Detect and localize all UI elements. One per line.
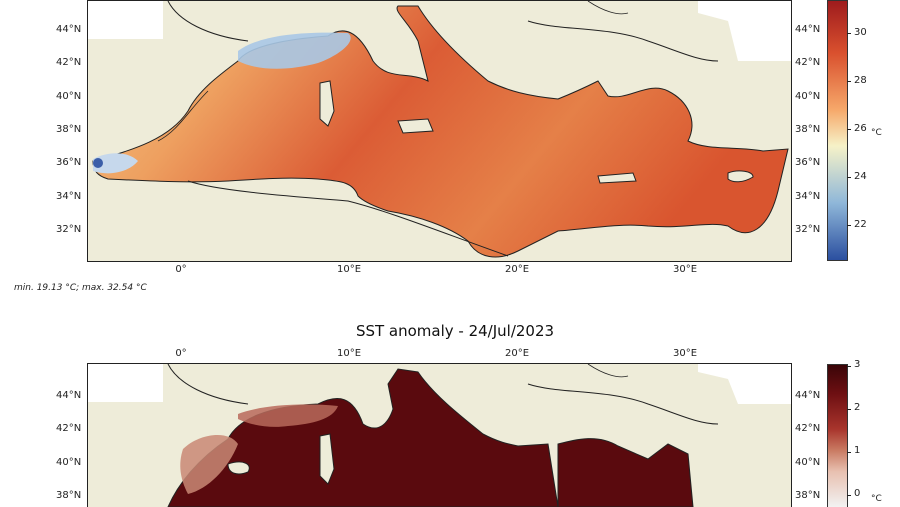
lat-label-right: 44°N: [795, 24, 821, 35]
lat-label: 40°N: [56, 457, 82, 468]
sea-region: [92, 5, 789, 258]
lat-label-right: 38°N: [795, 490, 821, 501]
colorbar-tick: 30: [854, 27, 867, 38]
lat-label-right: 38°N: [795, 124, 821, 135]
lat-label: 44°N: [56, 24, 82, 35]
colorbar-tick: 26: [854, 123, 867, 134]
colorbar-tick: 24: [854, 171, 867, 182]
lat-label: 38°N: [56, 490, 82, 501]
min-max-text: min. 19.13 °C; max. 32.54 °C: [14, 283, 147, 293]
anomaly-title: SST anomaly - 24/Jul/2023: [355, 322, 555, 340]
lon-label: 0°: [175, 348, 187, 359]
lat-label: 42°N: [56, 57, 82, 68]
lat-label-right: 40°N: [795, 457, 821, 468]
colorbar-tick: 28: [854, 75, 867, 86]
colorbar-tick: 22: [854, 219, 867, 230]
anomaly-map-graphic: [88, 364, 791, 507]
colorbar-tick: 3: [854, 359, 861, 370]
lat-label: 34°N: [56, 191, 82, 202]
colorbar-tick: 2: [854, 402, 861, 413]
colorbar-unit: °C: [871, 494, 882, 504]
colorbar-unit: °C: [871, 128, 882, 138]
lat-label-right: 44°N: [795, 390, 821, 401]
lat-label: 44°N: [56, 390, 82, 401]
sst-map: [87, 0, 792, 262]
lat-label-right: 42°N: [795, 57, 821, 68]
lon-label: 10°E: [336, 264, 362, 275]
lat-label: 42°N: [56, 423, 82, 434]
lon-label: 10°E: [336, 348, 362, 359]
lat-label: 32°N: [56, 224, 82, 235]
lat-label-right: 36°N: [795, 157, 821, 168]
anomaly-colorbar: [827, 364, 848, 507]
lat-label-right: 34°N: [795, 191, 821, 202]
colorbar-tick: 0: [854, 488, 861, 499]
lat-label-right: 32°N: [795, 224, 821, 235]
colorbar-tick: 1: [854, 445, 861, 456]
lon-label: 20°E: [504, 264, 530, 275]
lon-label: 0°: [175, 264, 187, 275]
lat-label: 38°N: [56, 124, 82, 135]
lat-label-right: 40°N: [795, 91, 821, 102]
sst-colorbar: [827, 0, 848, 261]
lat-label: 36°N: [56, 157, 82, 168]
lon-label: 20°E: [504, 348, 530, 359]
anomaly-map: [87, 363, 792, 507]
lat-label-right: 42°N: [795, 423, 821, 434]
lon-label: 30°E: [672, 348, 698, 359]
sst-map-graphic: [88, 1, 791, 261]
lat-label: 40°N: [56, 91, 82, 102]
lon-label: 30°E: [672, 264, 698, 275]
